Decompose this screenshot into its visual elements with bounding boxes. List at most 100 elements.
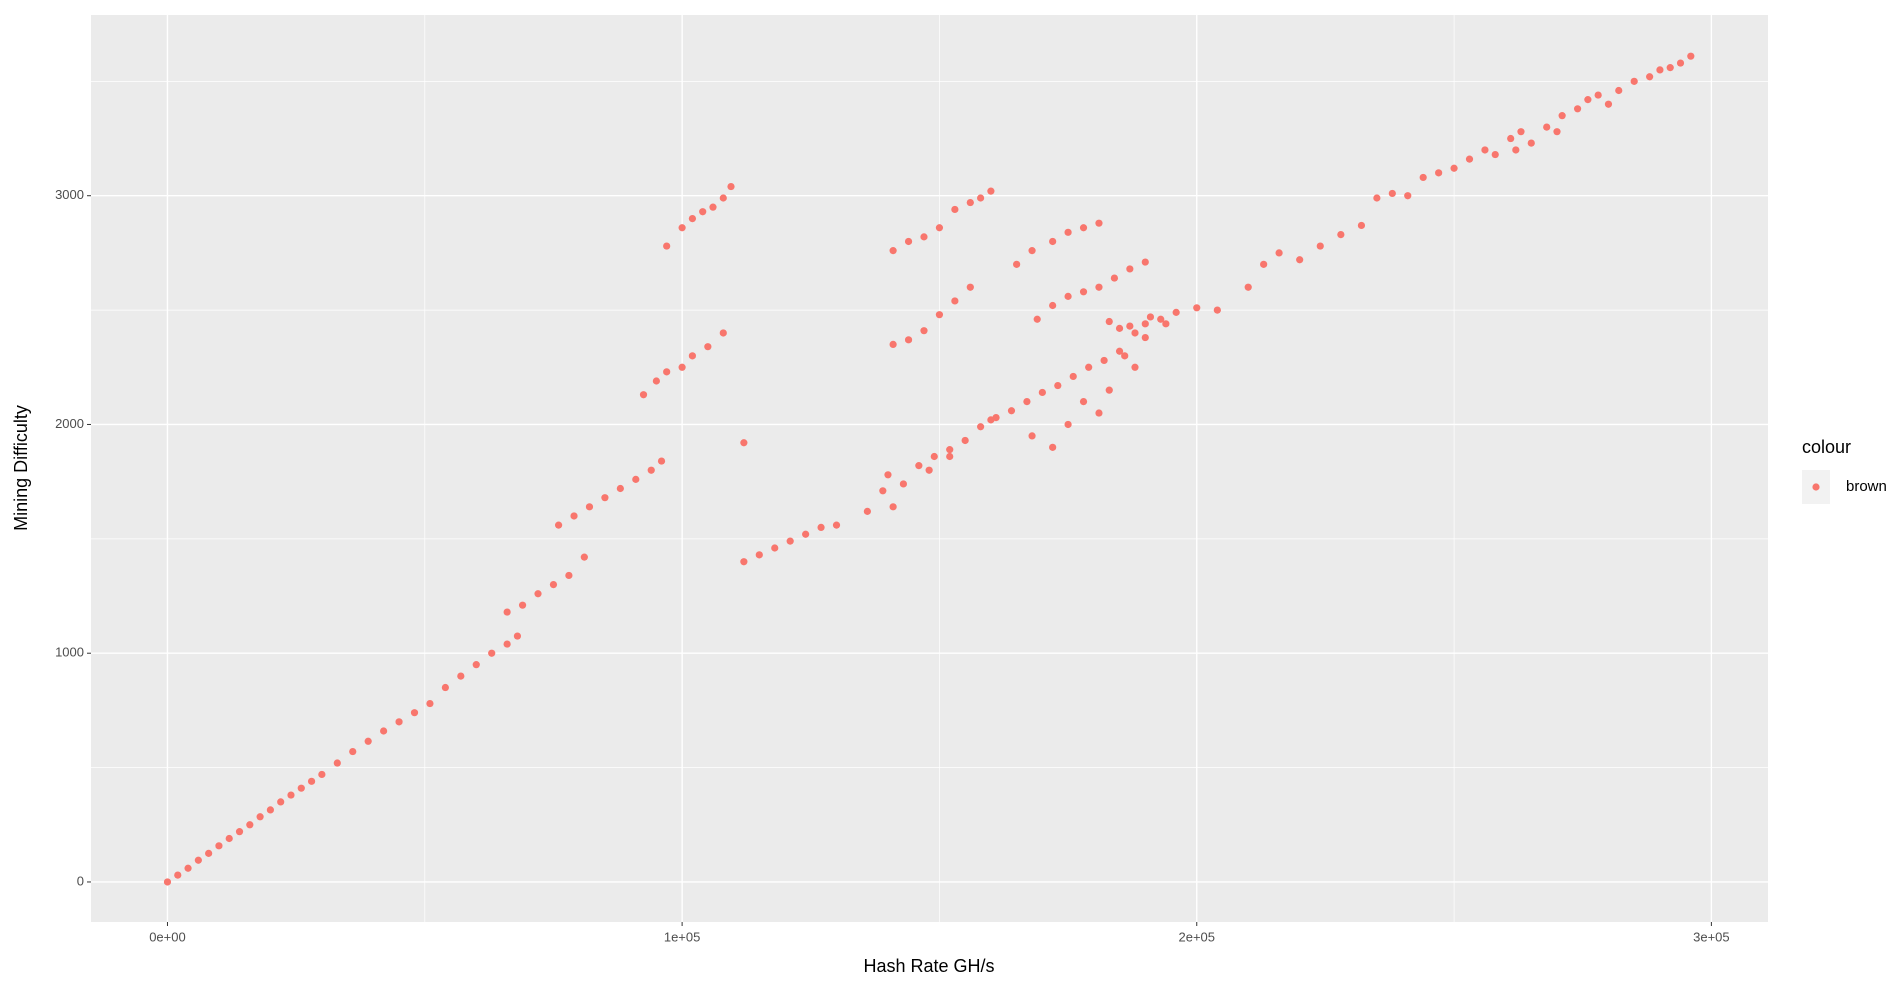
point	[534, 590, 542, 598]
point	[678, 363, 686, 371]
point	[1115, 347, 1124, 355]
point	[488, 649, 496, 657]
point	[719, 329, 727, 337]
point	[647, 466, 655, 474]
point	[889, 340, 897, 349]
point	[194, 856, 202, 864]
point	[1481, 146, 1489, 154]
point	[518, 601, 527, 609]
point	[1558, 112, 1566, 120]
point	[688, 352, 697, 360]
point	[601, 494, 609, 502]
point	[678, 224, 686, 232]
point	[1584, 96, 1592, 104]
point	[1316, 242, 1324, 250]
point	[1507, 134, 1515, 143]
point	[1085, 363, 1093, 371]
point	[1666, 64, 1674, 72]
point	[1095, 283, 1103, 291]
point	[555, 521, 563, 529]
point	[1141, 320, 1149, 328]
point	[318, 770, 326, 779]
point	[889, 503, 897, 511]
point	[287, 791, 295, 799]
point	[1007, 407, 1016, 415]
point	[884, 471, 892, 479]
point	[307, 777, 316, 785]
y-tick-label: 2000	[55, 416, 84, 431]
point	[246, 821, 254, 829]
point	[174, 871, 182, 879]
x-axis-title: Hash Rate GH/s	[863, 956, 994, 976]
point	[951, 297, 959, 305]
point	[920, 233, 928, 241]
point	[1079, 224, 1088, 232]
point	[426, 699, 434, 708]
point	[1146, 313, 1155, 321]
legend-label: brown	[1846, 478, 1887, 495]
y-tick-label: 0	[77, 873, 84, 888]
point	[1038, 388, 1046, 397]
point	[832, 521, 841, 529]
point	[987, 187, 995, 195]
point	[727, 182, 735, 191]
point	[632, 475, 640, 483]
point	[205, 849, 213, 857]
point	[1095, 219, 1103, 227]
point	[503, 640, 511, 648]
point	[1105, 386, 1113, 394]
point	[1049, 237, 1057, 246]
point	[817, 523, 825, 532]
point	[184, 864, 192, 872]
legend-title: colour	[1802, 437, 1851, 457]
point	[1296, 256, 1304, 264]
point	[616, 484, 624, 493]
point	[755, 551, 763, 559]
point	[889, 247, 897, 255]
point	[935, 224, 944, 232]
point	[1141, 333, 1149, 342]
y-axis-title: Mining Difficulty	[11, 405, 31, 531]
point	[1465, 155, 1474, 163]
point	[1435, 169, 1443, 177]
point	[1373, 194, 1381, 202]
point	[1630, 77, 1638, 85]
point	[1028, 432, 1036, 440]
point	[663, 368, 671, 376]
point	[580, 553, 588, 561]
point	[1131, 329, 1139, 337]
x-tick-label: 3e+05	[1693, 929, 1730, 944]
point	[1115, 324, 1124, 332]
point	[977, 423, 985, 431]
point	[380, 727, 388, 735]
point	[904, 237, 913, 246]
point	[719, 194, 727, 202]
point	[1275, 249, 1283, 257]
point	[987, 416, 995, 424]
point	[657, 457, 666, 465]
point	[215, 842, 223, 850]
point	[863, 507, 871, 515]
point	[1193, 304, 1201, 312]
point	[1419, 173, 1427, 182]
point	[740, 558, 748, 566]
point	[1054, 381, 1062, 390]
point	[503, 608, 511, 616]
point	[1646, 73, 1654, 81]
point	[235, 828, 244, 836]
point	[1141, 258, 1149, 266]
point	[364, 737, 372, 745]
point	[1064, 420, 1072, 429]
point	[1079, 397, 1088, 406]
point	[472, 661, 480, 669]
point	[663, 242, 671, 250]
point	[1162, 320, 1170, 328]
point	[457, 672, 465, 680]
point	[951, 205, 959, 214]
point	[652, 377, 660, 385]
point	[1033, 315, 1041, 323]
point	[513, 632, 522, 640]
point	[1049, 443, 1057, 451]
point	[1121, 352, 1129, 360]
